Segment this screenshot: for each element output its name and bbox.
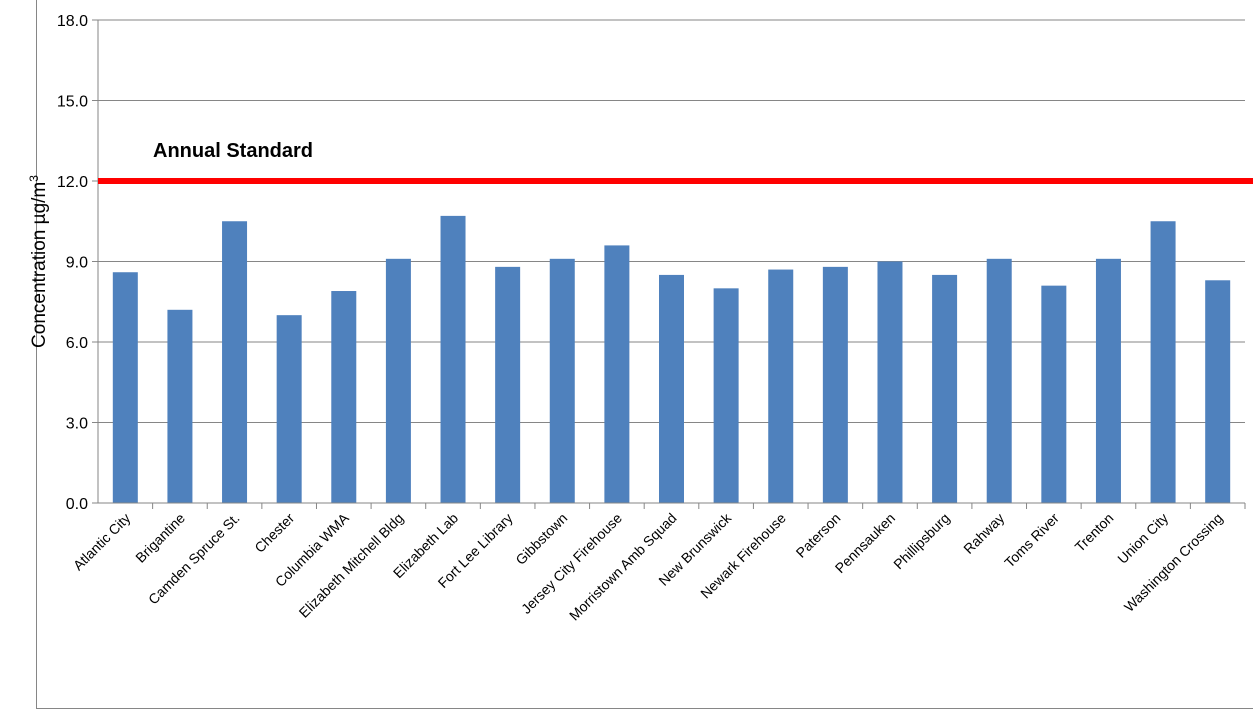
y-tick-label: 9.0 xyxy=(66,255,88,272)
bar xyxy=(549,258,575,503)
bar xyxy=(986,258,1012,503)
x-tick-label: Jersey City Firehouse xyxy=(518,510,625,617)
bar xyxy=(822,266,848,503)
x-tick-label: Atlantic City xyxy=(70,510,134,574)
bar xyxy=(331,291,357,503)
y-tick-label: 6.0 xyxy=(66,335,88,352)
bar xyxy=(112,272,138,503)
x-tick-label: Elizabeth Mitchell Bldg xyxy=(296,510,407,621)
x-tick-label: Camden Spruce St. xyxy=(145,510,243,608)
bar xyxy=(1041,285,1067,503)
x-tick-label: Trenton xyxy=(1072,510,1117,555)
bar xyxy=(222,221,248,503)
y-axis-label-superscript: 3 xyxy=(27,175,41,182)
annual-standard-label: Annual Standard xyxy=(153,140,313,162)
bar xyxy=(713,288,739,503)
y-tick-label: 12.0 xyxy=(57,174,88,191)
x-tick-label: Gibbstown xyxy=(512,510,570,568)
y-tick-label: 18.0 xyxy=(57,13,88,30)
y-axis-label-text: Concentration µg/m xyxy=(29,182,50,348)
bar xyxy=(1095,258,1121,503)
bar xyxy=(659,274,684,503)
x-tick-label: Brigantine xyxy=(132,510,188,566)
bar xyxy=(440,215,466,503)
x-tick-label: Washington Crossing xyxy=(1121,510,1226,615)
axes xyxy=(97,20,1246,509)
y-tick-label: 0.0 xyxy=(66,496,88,513)
x-tick-label: Rahway xyxy=(960,510,1007,557)
bar xyxy=(495,266,521,503)
x-tick-label: Chester xyxy=(251,510,297,556)
y-tick-label: 3.0 xyxy=(66,416,88,433)
bar xyxy=(932,274,958,503)
x-tick-label: Phillipsburg xyxy=(890,510,952,572)
y-tick-labels: 0.0 3.0 6.0 9.0 12.0 15.0 18.0 xyxy=(57,13,88,513)
bar xyxy=(1205,280,1231,503)
x-tick-label: Union City xyxy=(1114,510,1171,567)
x-tick-label: Morristown Amb Squad xyxy=(566,510,680,624)
bar xyxy=(167,309,193,503)
bar xyxy=(276,315,302,503)
bar xyxy=(877,261,903,503)
y-tick-label: 15.0 xyxy=(57,94,88,111)
bar xyxy=(385,258,411,503)
x-tick-label: Toms River xyxy=(1001,510,1062,571)
bar xyxy=(604,245,630,503)
bar xyxy=(768,269,794,503)
x-tick-label: Paterson xyxy=(793,510,844,561)
bars xyxy=(112,215,1231,503)
y-axis-label: Concentration µg/m3 xyxy=(27,175,50,348)
bar xyxy=(1150,221,1176,503)
